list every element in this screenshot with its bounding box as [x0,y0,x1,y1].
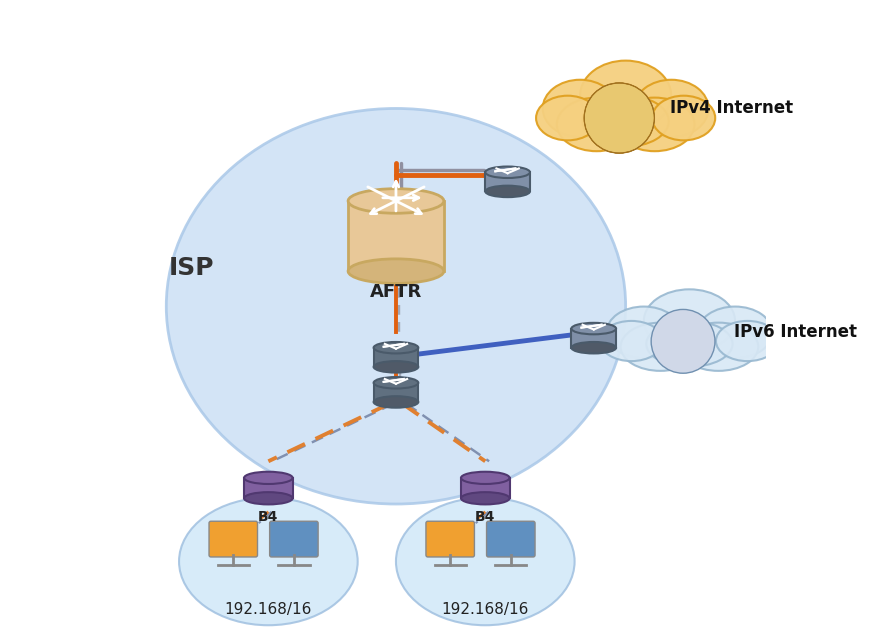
Polygon shape [461,478,510,498]
Ellipse shape [485,167,530,178]
Polygon shape [348,201,443,271]
Polygon shape [571,329,616,348]
Ellipse shape [653,96,715,140]
Polygon shape [485,172,530,191]
Ellipse shape [716,321,779,361]
Ellipse shape [244,492,292,505]
Ellipse shape [374,342,418,353]
Text: B4: B4 [258,510,279,524]
Ellipse shape [374,396,418,408]
Ellipse shape [571,342,616,353]
Ellipse shape [348,259,443,283]
FancyBboxPatch shape [486,521,535,557]
Ellipse shape [461,471,510,484]
FancyBboxPatch shape [209,521,257,557]
Ellipse shape [485,186,530,197]
Ellipse shape [244,471,292,484]
Text: ISP: ISP [169,256,215,280]
Text: IPv4 Internet: IPv4 Internet [670,100,794,117]
Ellipse shape [580,61,671,131]
Text: B4: B4 [475,510,495,524]
Ellipse shape [461,492,510,505]
Circle shape [584,83,654,153]
Ellipse shape [557,98,637,151]
Ellipse shape [179,498,358,625]
Ellipse shape [697,306,772,359]
Ellipse shape [606,306,681,359]
Ellipse shape [374,361,418,373]
Ellipse shape [374,377,418,389]
FancyBboxPatch shape [270,521,318,557]
Text: 192.168/16: 192.168/16 [224,602,312,618]
Polygon shape [374,383,418,402]
Polygon shape [244,478,292,498]
Ellipse shape [634,80,709,137]
Text: 192.168/16: 192.168/16 [442,602,529,618]
Polygon shape [374,348,418,367]
Ellipse shape [615,98,695,151]
Ellipse shape [583,96,669,147]
Ellipse shape [644,290,735,352]
Ellipse shape [679,323,758,371]
Ellipse shape [166,108,626,504]
Text: AFTR: AFTR [370,283,422,301]
Ellipse shape [536,96,599,140]
Ellipse shape [396,498,575,625]
Ellipse shape [620,323,700,371]
FancyBboxPatch shape [426,521,475,557]
Ellipse shape [600,321,662,361]
Ellipse shape [543,80,618,137]
Ellipse shape [571,323,616,334]
Ellipse shape [348,189,443,213]
Circle shape [651,309,715,373]
Ellipse shape [646,321,732,367]
Text: IPv6 Internet: IPv6 Internet [734,323,857,341]
